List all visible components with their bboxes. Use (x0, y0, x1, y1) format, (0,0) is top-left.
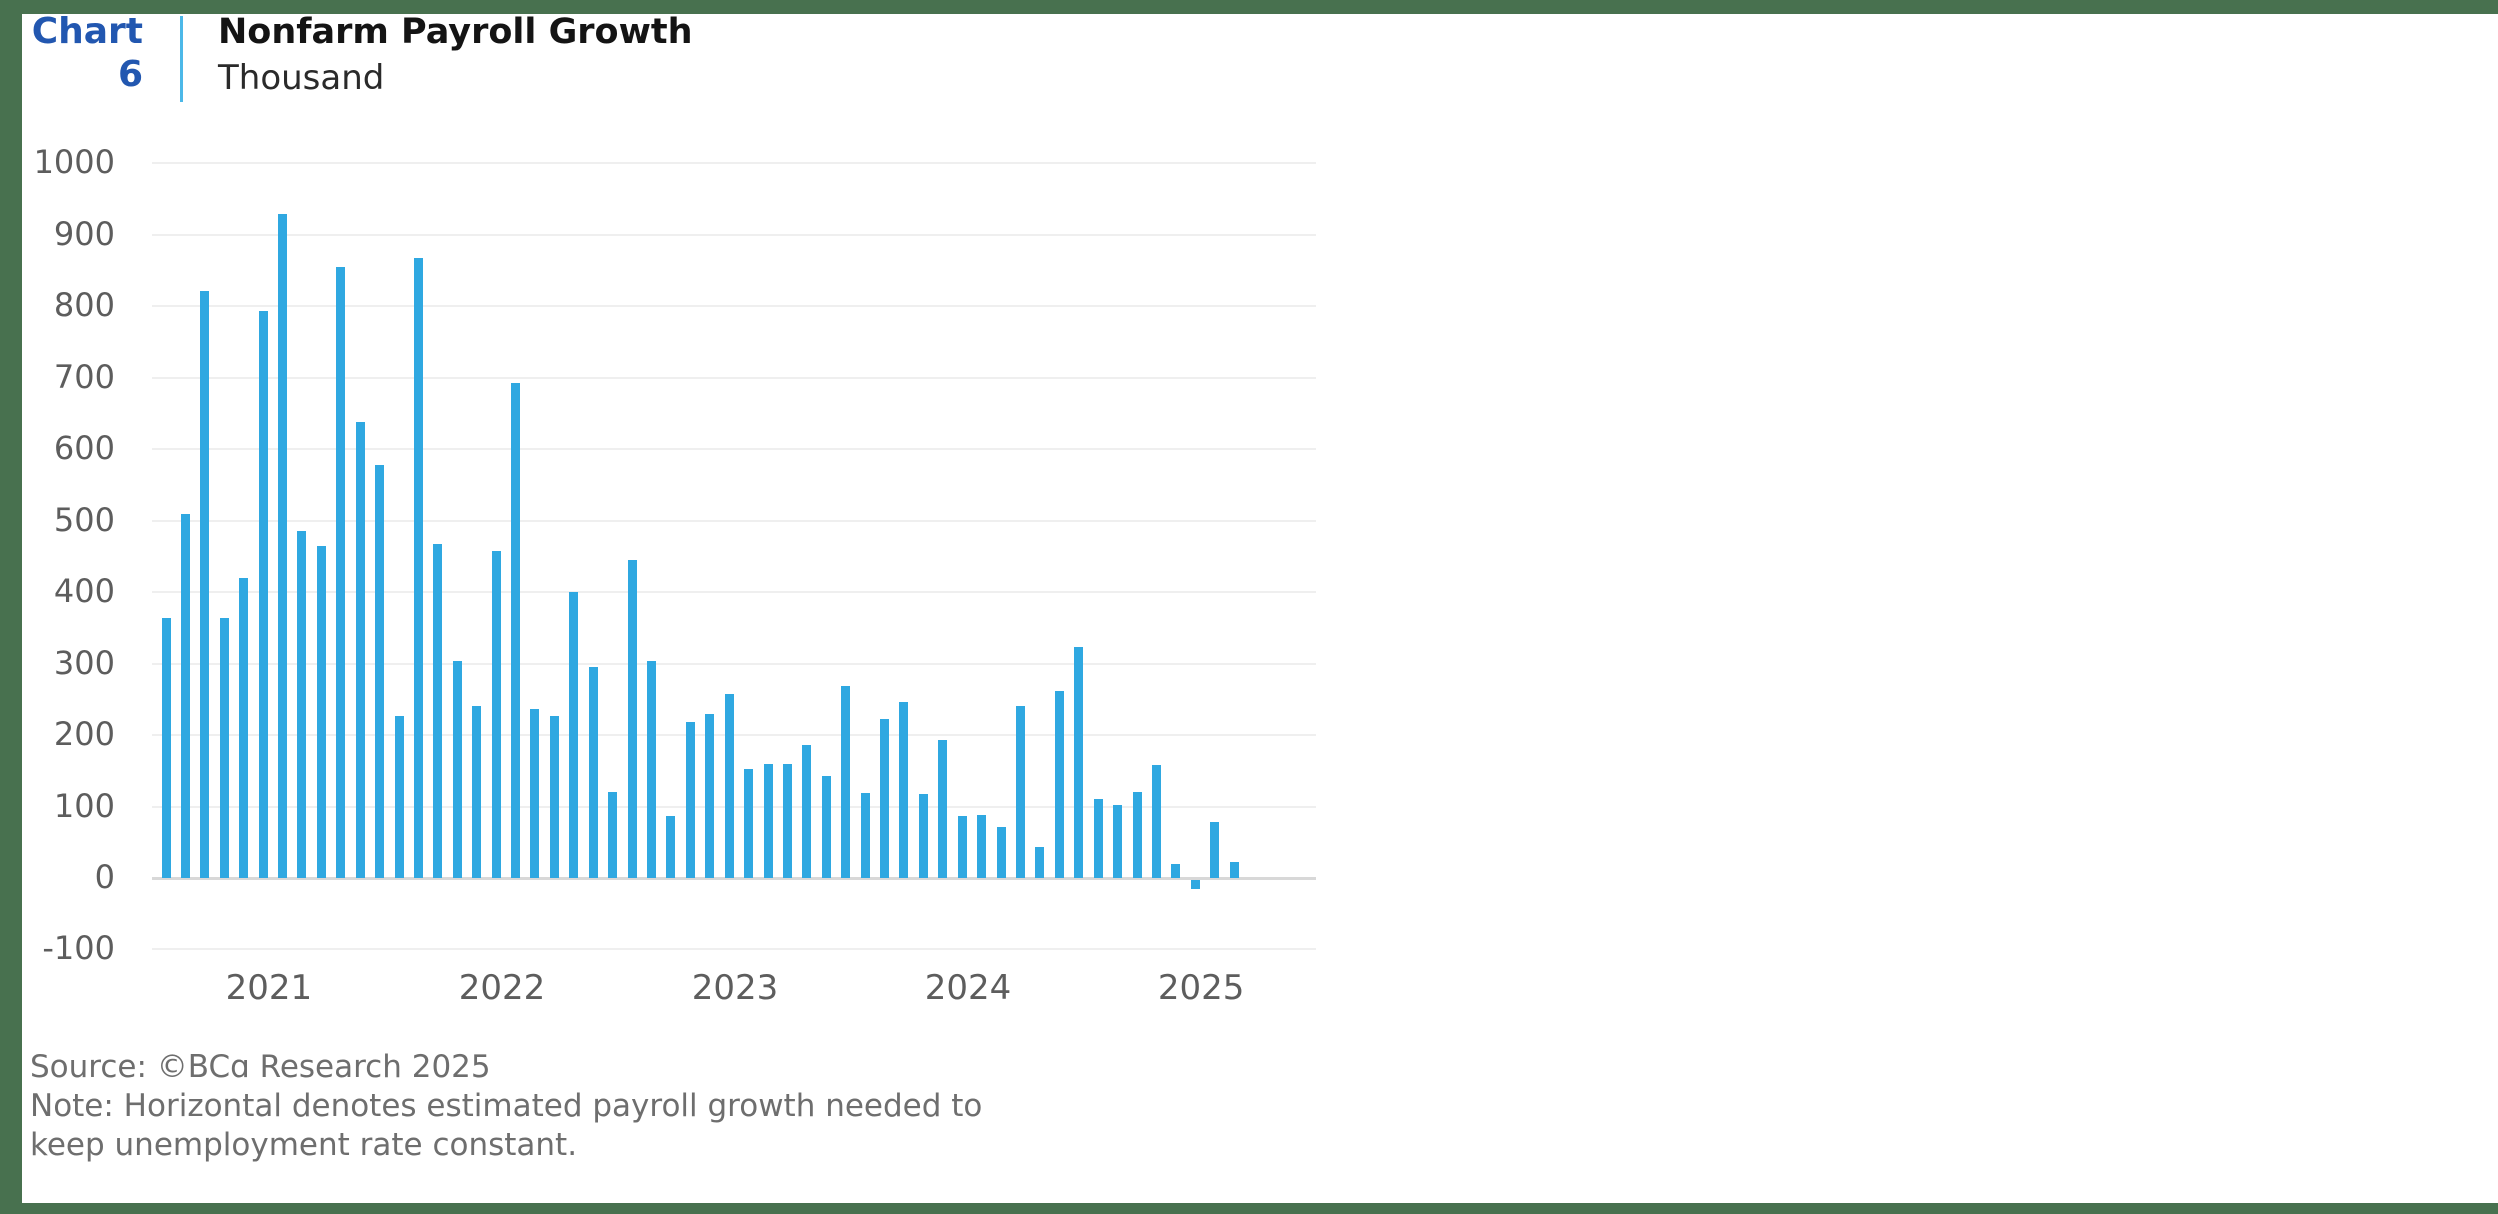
payroll-bar (1190, 880, 1200, 890)
payroll-bar (1074, 647, 1084, 878)
chart-unit-subtitle: Thousand (218, 58, 385, 98)
payroll-bar (1171, 864, 1181, 878)
page-border-left (0, 0, 22, 1214)
gridline-y600 (152, 448, 1316, 451)
y-axis-tick-label: 1000 (33, 143, 115, 182)
payroll-bar (977, 815, 987, 878)
header-divider (180, 16, 183, 102)
chart-footer: Source: ©BCɑ Research 2025 Note: Horizon… (30, 1048, 982, 1165)
payroll-bar (841, 686, 851, 878)
page-border-top (0, 0, 2498, 14)
gridline-y-100 (152, 948, 1316, 951)
payroll-bar (608, 792, 618, 878)
gridline-y200 (152, 734, 1316, 737)
chart-number-label: Chart 6 (25, 10, 143, 96)
payroll-bar (569, 592, 579, 878)
y-axis-tick-label: 0 (94, 858, 115, 896)
source-text: Source: ©BCɑ Research 2025 (30, 1049, 491, 1085)
payroll-bar (627, 559, 637, 878)
payroll-bar (1151, 765, 1161, 878)
payroll-bar (1015, 706, 1025, 878)
payroll-bar (180, 513, 190, 878)
payroll-bar (724, 694, 734, 878)
x-axis-year-label: 2021 (225, 968, 313, 1008)
payroll-bar (394, 716, 404, 878)
payroll-bar (1035, 846, 1045, 878)
page-border-bottom (0, 1203, 2498, 1214)
payroll-bar (511, 382, 521, 878)
y-axis-tick-label: 200 (53, 715, 115, 754)
payroll-bar (530, 709, 540, 878)
note-text-line2: keep unemployment rate constant. (30, 1127, 578, 1163)
payroll-bar (200, 290, 210, 878)
y-axis-tick-label: 700 (53, 357, 115, 396)
payroll-bar (1210, 821, 1220, 878)
payroll-bar (239, 577, 249, 878)
payroll-bar (782, 763, 792, 878)
gridline-y400 (152, 591, 1316, 594)
payroll-bar (938, 740, 948, 878)
gridline-y500 (152, 519, 1316, 522)
y-axis-tick-label: 900 (53, 214, 115, 253)
gridline-y100 (152, 805, 1316, 808)
payroll-bar (297, 530, 307, 878)
payroll-bar (666, 815, 676, 878)
payroll-bar (355, 422, 365, 878)
gridline-y900 (152, 233, 1316, 236)
x-axis-year-label: 2025 (1157, 968, 1245, 1008)
payroll-bar (258, 311, 268, 878)
payroll-bar (1054, 691, 1064, 878)
payroll-bar (1229, 862, 1239, 878)
payroll-bar (763, 763, 773, 878)
payroll-bar (802, 745, 812, 878)
y-axis-tick-label: 800 (53, 286, 115, 325)
payroll-bar (161, 617, 171, 878)
chart-word: Chart (31, 11, 143, 52)
payroll-bar (413, 257, 423, 878)
payroll-bar (821, 775, 831, 878)
payroll-bar (433, 543, 443, 878)
note-text-line1: Note: Horizontal denotes estimated payro… (30, 1088, 983, 1124)
payroll-bar (278, 214, 288, 878)
payroll-bar (1113, 805, 1123, 878)
payroll-bar (860, 792, 870, 878)
payroll-bar (918, 793, 928, 878)
payroll-bar (1093, 798, 1103, 878)
payroll-bar (472, 705, 482, 878)
payroll-bar (219, 617, 229, 878)
x-axis-year-label: 2024 (924, 968, 1012, 1008)
payroll-bar (647, 661, 656, 878)
gridline-y1000 (152, 162, 1316, 165)
y-axis-tick-label: 500 (53, 500, 115, 539)
payroll-bar (491, 550, 501, 878)
payroll-bar (685, 722, 695, 878)
y-axis-tick-label: 400 (53, 572, 115, 611)
payroll-bar (705, 713, 715, 878)
x-axis-year-label: 2023 (691, 968, 779, 1008)
payroll-bar (452, 661, 462, 878)
payroll-bar (880, 719, 890, 878)
gridline-y300 (152, 662, 1316, 665)
y-axis-tick-label: 300 (53, 643, 115, 682)
payroll-bar (336, 266, 346, 878)
payroll-bar (744, 769, 754, 878)
chart-number: 6 (117, 54, 143, 95)
payroll-bar (375, 464, 385, 878)
gridline-y700 (152, 376, 1316, 379)
y-axis-tick-label: 100 (53, 786, 115, 825)
payroll-bar (899, 702, 909, 878)
payroll-bar (996, 827, 1006, 878)
payroll-bar (588, 667, 598, 878)
y-axis-tick-label: 600 (53, 429, 115, 468)
payroll-bar (957, 815, 967, 878)
payroll-bar (1132, 792, 1142, 878)
x-axis-year-label: 2022 (458, 968, 546, 1008)
zero-line (152, 877, 1316, 880)
page-title: Nonfarm Payroll Growth (218, 12, 693, 52)
gridline-y800 (152, 305, 1316, 308)
payroll-bar (549, 715, 559, 878)
y-axis-tick-label: -100 (42, 929, 115, 968)
payroll-bar (316, 546, 326, 878)
